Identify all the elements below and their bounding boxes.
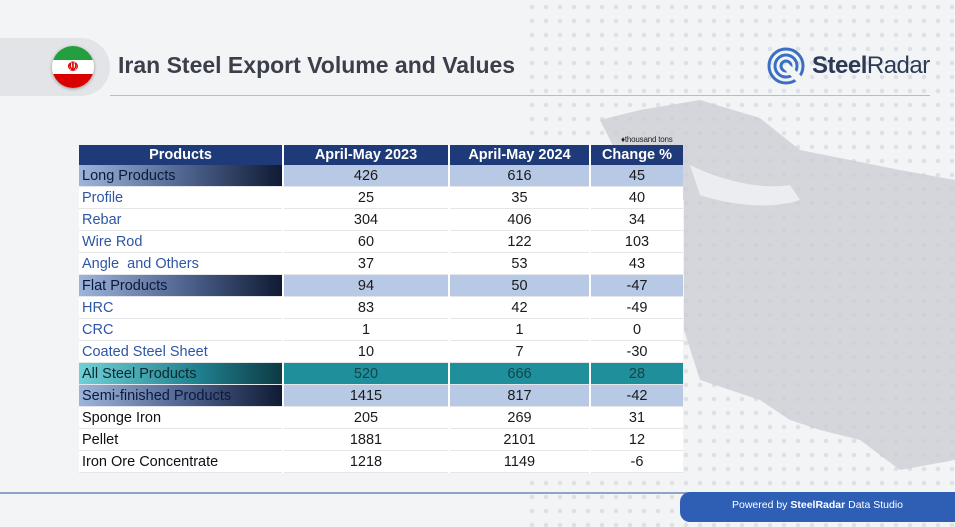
- value-2023: 520: [283, 362, 450, 385]
- column-header-2023: April-May 2023: [283, 145, 450, 165]
- value-2023: 1415: [283, 384, 450, 407]
- product-name: Pellet: [79, 428, 284, 451]
- value-2023: 25: [283, 186, 450, 209]
- value-2023: 1881: [283, 428, 450, 451]
- table-row: Flat Products 94 50 -47: [79, 274, 683, 297]
- value-2023: 426: [283, 165, 450, 187]
- value-2024: 666: [449, 362, 591, 385]
- change-percent: -49: [590, 296, 683, 319]
- column-header-products: Products: [79, 145, 284, 165]
- export-table: Products April-May 2023 April-May 2024 C…: [79, 145, 683, 473]
- column-header-2024: April-May 2024: [449, 145, 591, 165]
- change-percent: 31: [590, 406, 683, 429]
- value-2023: 37: [283, 252, 450, 275]
- value-2024: 817: [449, 384, 591, 407]
- footer-band: [680, 492, 955, 522]
- product-name: Long Products: [79, 165, 284, 187]
- change-percent: 28: [590, 362, 683, 385]
- change-percent: -47: [590, 274, 683, 297]
- value-2024: 42: [449, 296, 591, 319]
- change-percent: -30: [590, 340, 683, 363]
- table-row: Coated Steel Sheet 10 7 -30: [79, 340, 683, 363]
- value-2023: 94: [283, 274, 450, 297]
- change-percent: 103: [590, 230, 683, 253]
- footer-divider: [0, 492, 955, 494]
- product-name: CRC: [79, 318, 284, 341]
- table-row: CRC 1 1 0: [79, 318, 683, 341]
- value-2024: 616: [449, 165, 591, 187]
- change-percent: 45: [590, 165, 683, 187]
- table-row: Long Products 426 616 45: [79, 165, 683, 187]
- product-name: Profile: [79, 186, 284, 209]
- product-name: Rebar: [79, 208, 284, 231]
- table-row: HRC 83 42 -49: [79, 296, 683, 319]
- product-name: Coated Steel Sheet: [79, 340, 284, 363]
- change-percent: 0: [590, 318, 683, 341]
- change-percent: 34: [590, 208, 683, 231]
- product-name: Iron Ore Concentrate: [79, 450, 284, 473]
- value-2023: 83: [283, 296, 450, 319]
- iran-flag-icon: ☫: [52, 46, 94, 88]
- value-2023: 205: [283, 406, 450, 429]
- table-row: Wire Rod 60 122 103: [79, 230, 683, 253]
- value-2024: 7: [449, 340, 591, 363]
- footer-credit: Powered by SteelRadar Data Studio: [731, 499, 904, 511]
- product-name: Sponge Iron: [79, 406, 284, 429]
- product-name: All Steel Products: [79, 362, 284, 385]
- change-percent: 43: [590, 252, 683, 275]
- table-row: Rebar 304 406 34: [79, 208, 683, 231]
- value-2024: 406: [449, 208, 591, 231]
- change-percent: -6: [590, 450, 683, 473]
- unit-note: ♦thousand tons: [621, 135, 673, 144]
- value-2023: 60: [283, 230, 450, 253]
- brand-name: SteelRadar: [812, 52, 930, 79]
- change-percent: 12: [590, 428, 683, 451]
- value-2024: 269: [449, 406, 591, 429]
- table-row: Profile 25 35 40: [79, 186, 683, 209]
- value-2024: 122: [449, 230, 591, 253]
- radar-icon: [767, 47, 805, 85]
- change-percent: 40: [590, 186, 683, 209]
- product-name: Wire Rod: [79, 230, 284, 253]
- change-percent: -42: [590, 384, 683, 407]
- value-2024: 1149: [449, 450, 591, 473]
- table-row: Pellet 1881 2101 12: [79, 428, 683, 451]
- table-row: Sponge Iron 205 269 31: [79, 406, 683, 429]
- value-2024: 53: [449, 252, 591, 275]
- table-row: Semi-finished Products 1415 817 -42: [79, 384, 683, 407]
- header-divider: [110, 95, 930, 96]
- value-2024: 1: [449, 318, 591, 341]
- table-row: Angle and Others 37 53 43: [79, 252, 683, 275]
- product-name: Angle and Others: [79, 252, 284, 275]
- value-2024: 50: [449, 274, 591, 297]
- value-2023: 10: [283, 340, 450, 363]
- value-2024: 35: [449, 186, 591, 209]
- table-row: Iron Ore Concentrate 1218 1149 -6: [79, 450, 683, 473]
- value-2024: 2101: [449, 428, 591, 451]
- page-title: Iran Steel Export Volume and Values: [118, 52, 516, 78]
- value-2023: 1218: [283, 450, 450, 473]
- column-header-change: Change %: [590, 145, 683, 165]
- table-header-row: Products April-May 2023 April-May 2024 C…: [79, 145, 683, 165]
- table-row: All Steel Products 520 666 28: [79, 362, 683, 385]
- product-name: Semi-finished Products: [79, 384, 284, 407]
- steelradar-logo: SteelRadar: [766, 46, 930, 86]
- product-name: Flat Products: [79, 274, 284, 297]
- product-name: HRC: [79, 296, 284, 319]
- value-2023: 1: [283, 318, 450, 341]
- value-2023: 304: [283, 208, 450, 231]
